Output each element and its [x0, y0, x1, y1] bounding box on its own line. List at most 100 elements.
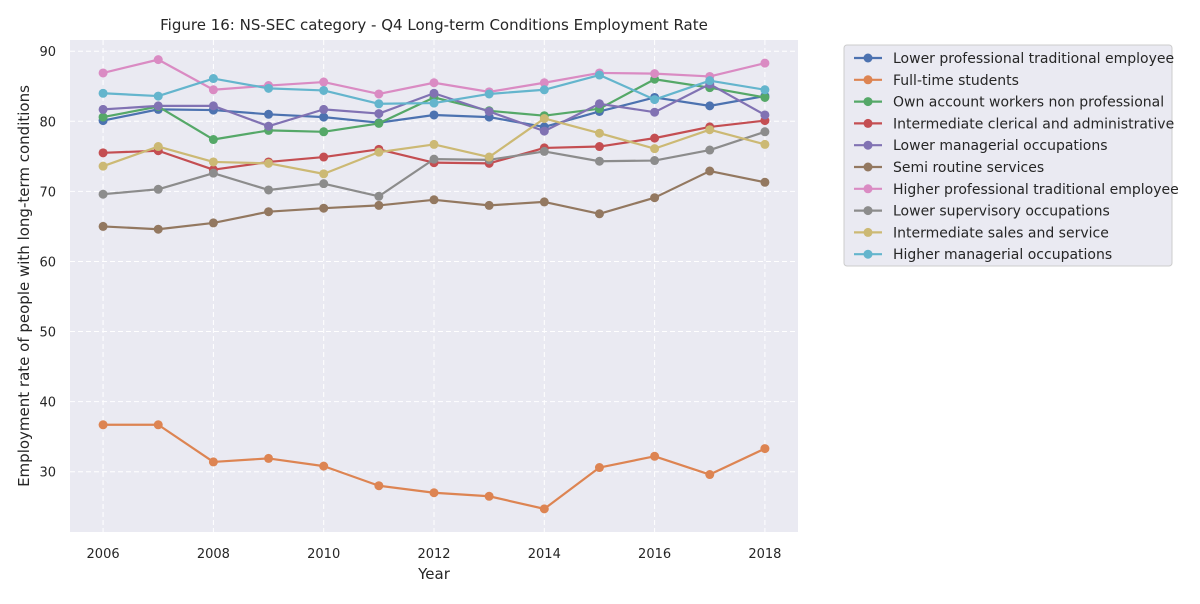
legend-label: Intermediate sales and service	[893, 225, 1109, 241]
data-point	[208, 457, 218, 467]
data-point	[429, 98, 439, 108]
data-point	[705, 470, 715, 480]
data-point	[264, 453, 274, 463]
data-point	[484, 491, 494, 501]
data-point	[374, 481, 384, 491]
data-point	[208, 85, 218, 95]
series-4	[98, 79, 770, 136]
legend-marker	[863, 53, 873, 63]
y-tick-label: 90	[39, 45, 56, 60]
x-tick-label: 2006	[87, 547, 120, 562]
data-point	[539, 113, 549, 123]
data-point	[98, 148, 108, 158]
data-point	[319, 77, 329, 87]
y-tick-label: 50	[39, 326, 56, 341]
data-point	[153, 224, 163, 234]
legend-item: Intermediate sales and service	[854, 225, 1109, 241]
legend: Lower professional traditional employee F…	[843, 44, 1179, 267]
legend-marker	[863, 227, 873, 237]
data-point	[484, 200, 494, 210]
legend-item: Intermediate clerical and administrative	[854, 116, 1174, 132]
x-tick-label: 2008	[197, 547, 230, 562]
data-point	[319, 127, 329, 137]
y-tick-label: 70	[39, 185, 56, 200]
data-point	[153, 184, 163, 194]
legend-label: Lower professional traditional employee	[893, 51, 1174, 67]
data-point	[429, 88, 439, 98]
legend-item: Lower professional traditional employee	[854, 51, 1174, 67]
data-point	[760, 110, 770, 120]
data-point	[594, 463, 604, 473]
data-point	[374, 89, 384, 99]
data-point	[319, 85, 329, 95]
data-point	[98, 112, 108, 122]
x-tick-label: 2012	[417, 547, 450, 562]
series-5	[98, 166, 770, 234]
legend-item: Higher professional traditional employee	[854, 182, 1179, 198]
data-point	[264, 158, 274, 168]
data-point	[484, 106, 494, 116]
data-point	[429, 195, 439, 205]
data-point	[760, 177, 770, 187]
data-point	[153, 55, 163, 65]
data-point	[98, 68, 108, 78]
data-point	[319, 104, 329, 114]
legend-label: Intermediate clerical and administrative	[893, 116, 1174, 132]
data-point	[594, 142, 604, 152]
legend-box	[843, 44, 1173, 267]
data-point	[760, 139, 770, 149]
data-point	[650, 156, 660, 166]
data-point	[594, 209, 604, 219]
legend-label: Higher managerial occupations	[893, 247, 1112, 263]
data-point	[594, 99, 604, 109]
data-point	[374, 99, 384, 109]
legend-item: Lower supervisory occupations	[854, 204, 1110, 220]
data-point	[208, 168, 218, 178]
data-point	[153, 142, 163, 152]
data-point	[374, 118, 384, 128]
legend-label: Full-time students	[893, 73, 1019, 89]
legend-marker	[863, 206, 873, 216]
x-tick-label: 2014	[528, 547, 561, 562]
series-9	[98, 70, 770, 109]
y-tick-label: 80	[39, 115, 56, 130]
legend-label: Higher professional traditional employee	[893, 182, 1179, 198]
legend-item: Lower managerial occupations	[854, 138, 1108, 154]
data-point	[319, 203, 329, 213]
data-point	[539, 126, 549, 136]
data-point	[208, 157, 218, 167]
data-point	[760, 444, 770, 454]
data-point	[98, 221, 108, 231]
data-point	[208, 74, 218, 84]
data-point	[705, 145, 715, 155]
data-point	[650, 451, 660, 461]
y-tick-label: 40	[39, 396, 56, 411]
legend-item: Own account workers non professional	[854, 95, 1164, 111]
chart-title: Figure 16: NS-SEC category - Q4 Long-ter…	[160, 16, 708, 34]
data-point	[429, 110, 439, 120]
data-point	[705, 101, 715, 111]
legend-item: Full-time students	[854, 73, 1019, 89]
data-point	[319, 179, 329, 189]
data-point	[539, 146, 549, 156]
data-point	[539, 504, 549, 514]
data-point	[594, 156, 604, 166]
data-point	[374, 200, 384, 210]
data-point	[760, 58, 770, 68]
series-8	[98, 113, 770, 179]
data-point	[539, 85, 549, 95]
data-point	[429, 78, 439, 88]
legend-label: Lower managerial occupations	[893, 138, 1108, 154]
data-point	[264, 83, 274, 93]
data-point	[760, 92, 770, 102]
legend-label: Semi routine services	[893, 160, 1044, 176]
data-point	[319, 461, 329, 471]
x-tick-label: 2016	[638, 547, 671, 562]
series-1	[98, 420, 770, 514]
legend-item: Higher managerial occupations	[854, 247, 1112, 263]
legend-marker	[863, 118, 873, 128]
data-point	[208, 218, 218, 228]
data-point	[650, 95, 660, 105]
